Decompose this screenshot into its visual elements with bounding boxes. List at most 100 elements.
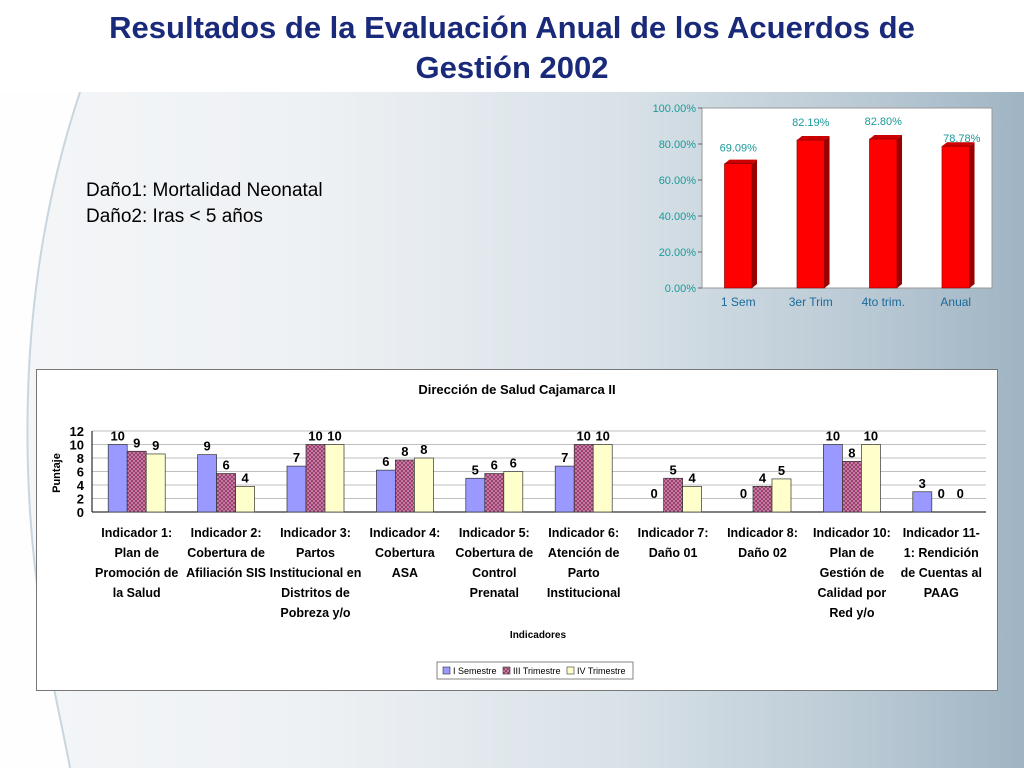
bar	[395, 459, 415, 513]
x-tick-label: Daño 02	[738, 546, 787, 560]
x-tick-label: 1: Rendición	[904, 546, 979, 560]
chart-frame	[36, 369, 998, 691]
x-tick-label: Anual	[940, 295, 971, 309]
legend-swatch	[502, 666, 511, 675]
x-tick-label: Plan de	[114, 546, 159, 560]
bar	[861, 444, 881, 513]
bar	[216, 473, 236, 513]
bar-value-label: 9	[133, 435, 140, 450]
x-tick-label: Indicador 5:	[459, 526, 530, 540]
legend-box	[436, 661, 634, 680]
bar	[912, 491, 933, 513]
bar-value-label: 6	[510, 456, 517, 471]
bar-value-label: 9	[203, 439, 210, 454]
y-axis-title: Puntaje	[51, 453, 63, 493]
x-tick-label: Institucional	[547, 586, 621, 600]
bar-value-label: 0	[740, 486, 747, 501]
bar-value-label: 6	[491, 458, 498, 473]
y-tick-label: 12	[70, 424, 84, 439]
note-dano1: Daño1: Mortalidad Neonatal	[86, 180, 323, 201]
bar-value-label: 69.09%	[720, 143, 758, 155]
bar-value-label: 6	[382, 454, 389, 469]
bar	[771, 478, 792, 513]
y-tick-label: 80.00%	[659, 139, 697, 151]
x-tick-label: Prenatal	[470, 586, 519, 600]
x-tick-label: PAAG	[924, 586, 959, 600]
x-tick-label: Cobertura de	[455, 546, 533, 560]
x-axis-title: Indicadores	[510, 630, 567, 641]
bar-value-label: 82.19%	[792, 117, 830, 129]
y-tick-label: 2	[77, 492, 84, 507]
bar-value-label: 8	[420, 442, 427, 457]
bar	[376, 469, 396, 513]
bar	[324, 444, 345, 513]
bar	[126, 450, 147, 513]
bar	[796, 139, 825, 289]
y-tick-label: 0	[77, 505, 84, 520]
bar-value-label: 8	[401, 444, 408, 459]
legend-swatch	[442, 666, 451, 675]
y-tick-label: 6	[77, 465, 84, 480]
x-tick-label: Distritos de	[281, 586, 350, 600]
bar	[286, 465, 307, 513]
legend-swatch	[566, 666, 575, 675]
x-tick-label: Afiliación SIS	[186, 566, 266, 580]
bar	[823, 444, 843, 513]
x-tick-label: Indicador 6:	[548, 526, 619, 540]
bar-value-label: 4	[688, 470, 696, 485]
bar-value-label: 10	[327, 429, 341, 444]
x-tick-label: Indicador 8:	[727, 526, 798, 540]
bar-value-label: 6	[222, 458, 229, 473]
bar-value-label: 8	[848, 445, 855, 460]
bar-value-label: 5	[472, 462, 479, 477]
bar-value-label: 5	[778, 463, 785, 478]
bar	[465, 477, 486, 513]
bar-value-label: 7	[293, 450, 300, 465]
title-line-1: Resultados de la Evaluación Anual de los…	[109, 10, 915, 45]
bar	[107, 444, 128, 513]
bar-value-label: 10	[826, 429, 840, 444]
bar	[305, 444, 326, 513]
bar	[197, 454, 217, 513]
bar	[484, 473, 505, 513]
y-tick-label: 40.00%	[659, 211, 697, 223]
x-tick-label: Indicador 7:	[638, 526, 709, 540]
bar-side	[969, 142, 975, 288]
x-tick-label: Plan de	[830, 546, 875, 560]
y-tick-label: 100.00%	[653, 103, 697, 115]
bar-value-label: 3	[919, 476, 926, 491]
y-tick-label: 4	[77, 478, 85, 493]
annual-percentage-chart: 0.00% 20.00% 40.00% 60.00% 80.00% 100.00% 69.0…	[653, 103, 993, 309]
bar-value-label: 82.80%	[865, 116, 903, 128]
x-tick-label: Indicador 10:	[813, 526, 891, 540]
indicator-scores-chart: Dirección de Salud Cajamarca II Puntaje In…	[36, 369, 998, 691]
x-tick-label: Indicador 3:	[280, 526, 351, 540]
x-tick-label: de Cuentas al	[901, 566, 982, 580]
x-tick-label: Red y/o	[829, 606, 875, 620]
bar-value-label: 7	[561, 450, 568, 465]
y-tick-label: 8	[77, 451, 84, 466]
x-tick-label: 3er Trim	[789, 295, 833, 309]
bar-side	[897, 134, 903, 288]
legend-label: I Semestre	[453, 666, 497, 676]
bar-value-label: 10	[110, 429, 124, 444]
bar-top	[796, 136, 830, 141]
chart-title: Dirección de Salud Cajamarca II	[418, 382, 615, 397]
legend-label: III Trimestre	[513, 666, 561, 676]
bar	[414, 457, 434, 513]
title-line-2: Gestión 2002	[415, 50, 609, 85]
bar-value-label: 5	[669, 462, 676, 477]
x-tick-label: Partos	[296, 546, 335, 560]
bar	[235, 485, 255, 513]
bar	[724, 163, 753, 289]
x-tick-label: Cobertura	[375, 546, 436, 560]
slide-title: Resultados de la Evaluación Anual de los…	[0, 8, 1024, 88]
bar-value-label: 0	[957, 486, 964, 501]
bar-value-label: 4	[759, 470, 767, 485]
notes-block: Daño1: Mortalidad Neonatal Daño2: Iras <…	[86, 178, 323, 230]
legend-label: IV Trimestre	[577, 666, 626, 676]
bar	[503, 471, 524, 513]
x-tick-label: Institucional en	[270, 566, 362, 580]
bar-top	[941, 142, 975, 147]
bar-value-label: 10	[595, 429, 609, 444]
